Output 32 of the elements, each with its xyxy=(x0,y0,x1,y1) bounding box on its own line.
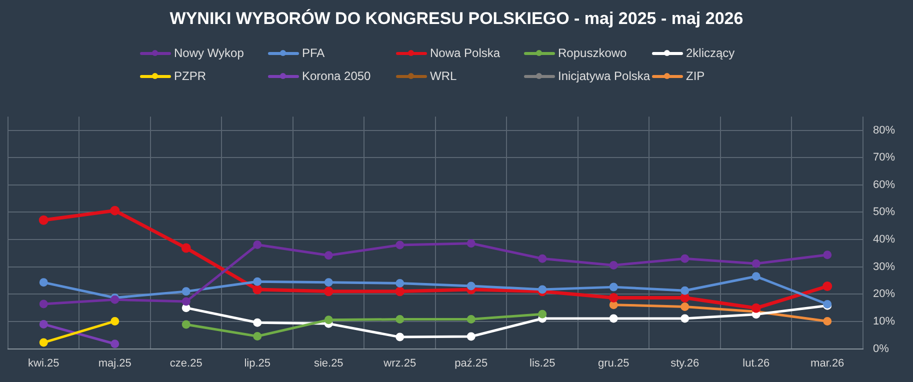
x-tick-label: kwi.25 xyxy=(28,357,60,370)
legend-label: ZIP xyxy=(686,69,705,83)
y-tick-label: 40% xyxy=(872,234,896,246)
legend-label: Nowy Wykop xyxy=(174,46,244,60)
y-tick-label: 80% xyxy=(872,124,896,136)
legend-label: Nowa Polska xyxy=(430,46,500,60)
y-tick-label: 0% xyxy=(872,342,890,355)
y-tick-label: 10% xyxy=(872,316,896,328)
x-tick-label: sie.25 xyxy=(314,357,344,370)
y-tick-label: 60% xyxy=(872,178,896,191)
legend-label: WRL xyxy=(430,69,457,83)
x-tick-label: lip.25 xyxy=(244,357,271,370)
y-tick-label: 20% xyxy=(872,288,896,300)
x-tick-label: paź.25 xyxy=(454,357,488,370)
y-tick-label: 70% xyxy=(872,152,896,164)
legend-label: PFA xyxy=(302,46,325,60)
y-tick-label: 30% xyxy=(872,260,896,273)
x-tick-label: cze.25 xyxy=(170,357,202,370)
legend-label: Korona 2050 xyxy=(302,69,371,83)
legend-label: 2kliczący xyxy=(686,46,735,60)
x-tick-label: lut.26 xyxy=(742,357,770,370)
x-tick-label: maj.25 xyxy=(98,357,132,370)
x-tick-label: sty.26 xyxy=(670,357,700,370)
x-tick-label: mar.26 xyxy=(810,357,844,370)
legend-label: Ropuszkowo xyxy=(558,46,627,60)
y-tick-label: 50% xyxy=(872,206,896,218)
chart-title: WYNIKI WYBORÓW DO KONGRESU POLSKIEGO - maj 2025 - maj 2026 xyxy=(168,9,744,29)
legend-label: PZPR xyxy=(174,69,206,83)
x-tick-label: wrz.25 xyxy=(382,357,416,370)
legend-label: Inicjatywa Polska xyxy=(558,69,650,83)
x-tick-label: lis.25 xyxy=(530,357,556,370)
x-tick-label: gru.25 xyxy=(598,357,630,370)
